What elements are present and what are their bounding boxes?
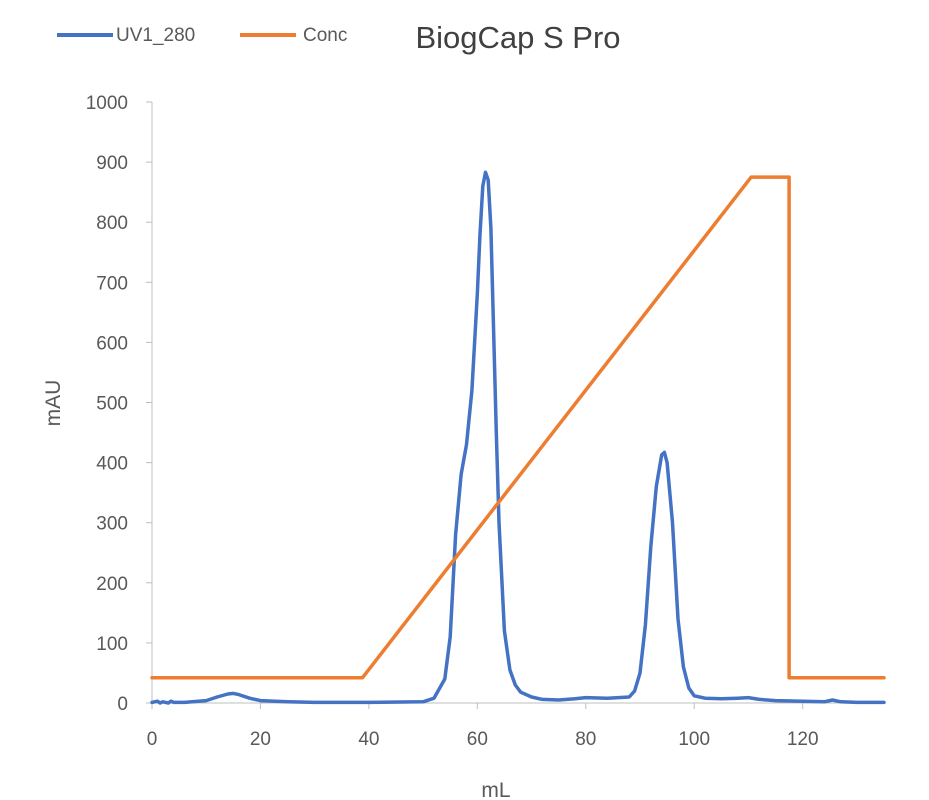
series-line-uv1-280	[150, 170, 886, 705]
y-tick-label: 1000	[86, 93, 128, 114]
series-line-conc	[150, 175, 886, 680]
y-tick-label: 100	[96, 634, 128, 655]
y-tick-label: 700	[96, 273, 128, 294]
y-tick-label: 800	[96, 213, 128, 234]
x-tick-label: 40	[358, 729, 379, 750]
y-tick-label: 900	[96, 153, 128, 174]
x-tick-label: 20	[250, 729, 271, 750]
y-axis-title: mAU	[42, 380, 65, 427]
y-tick-label: 200	[96, 574, 128, 595]
y-tick-label: 300	[96, 514, 128, 535]
x-tick-label: 100	[678, 729, 710, 750]
x-tick-label: 80	[575, 729, 596, 750]
y-tick-label: 600	[96, 333, 128, 354]
plot-area: 0 100 200 300 400 500 600 700 800 900 1000 0 20 40 60 8…	[86, 93, 886, 750]
legend-label-uv1-280: UV1_280	[116, 25, 195, 46]
legend: UV1_280 Conc	[57, 25, 347, 46]
y-tick-label: 400	[96, 454, 128, 475]
x-tick-label: 60	[467, 729, 488, 750]
legend-label-conc: Conc	[303, 25, 347, 46]
chart-title: BiogCap S Pro	[415, 20, 620, 55]
x-tick-label: 0	[147, 729, 158, 750]
x-tick-label: 120	[787, 729, 819, 750]
y-tick-label: 0	[117, 694, 128, 715]
y-tick-label: 500	[96, 394, 128, 415]
x-axis-title: mL	[481, 779, 510, 800]
